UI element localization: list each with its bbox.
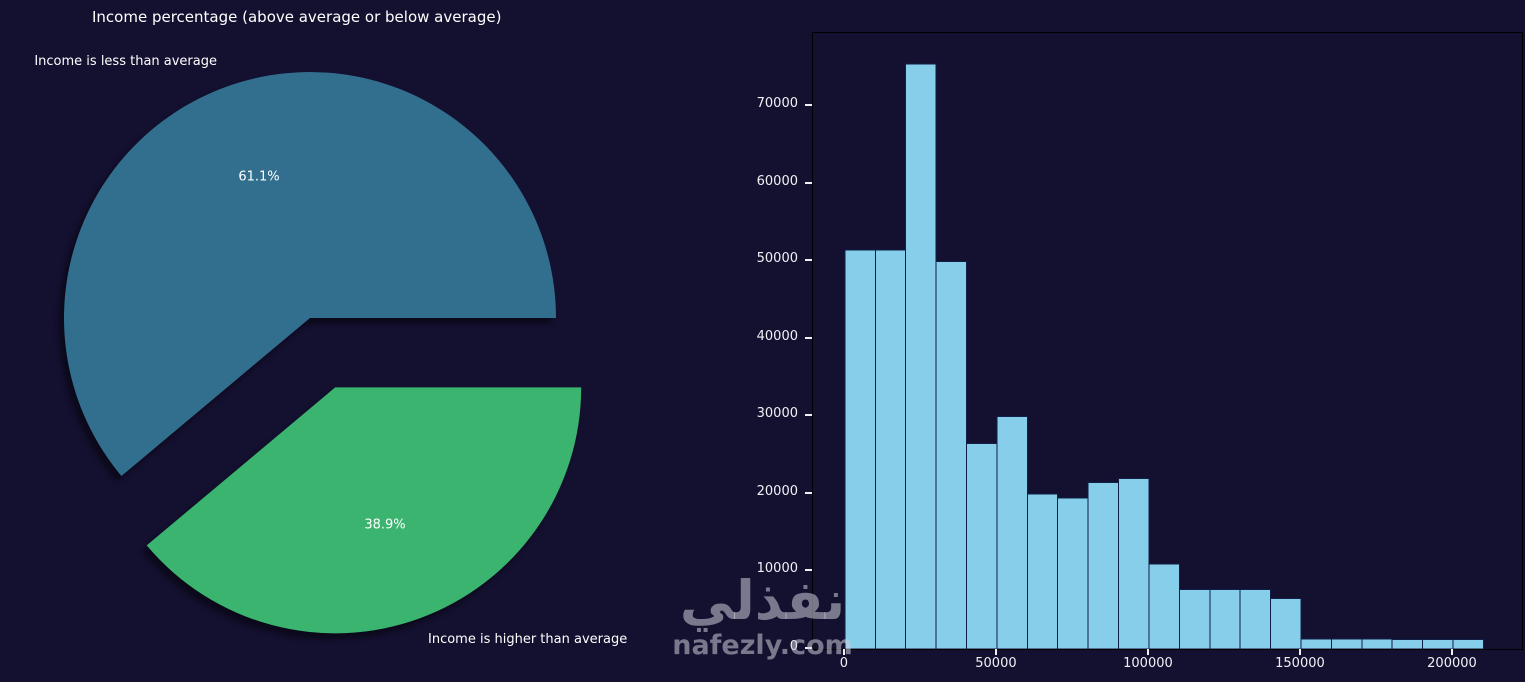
histogram-bar-14	[1270, 598, 1302, 649]
histogram-bar-7	[1057, 497, 1089, 649]
y-tick-mark	[805, 181, 812, 184]
histogram-bar-8	[1087, 481, 1120, 649]
histogram-bar-1	[874, 249, 907, 649]
pie-pct-label-less: 61.1%	[238, 169, 280, 185]
histogram-bar-11	[1178, 588, 1211, 649]
histogram-bar-10	[1148, 563, 1180, 649]
histogram-bars	[844, 63, 1484, 649]
y-tick-label: 70000	[756, 96, 798, 112]
y-tick-mark	[805, 414, 812, 417]
histogram-bar-20	[1452, 639, 1484, 649]
pie-pct-label-higher: 38.9%	[364, 517, 406, 533]
histogram-bar-12	[1209, 588, 1241, 649]
x-tick-label: 0	[839, 656, 849, 671]
pie-slice-label-less: Income is less than average	[34, 54, 217, 69]
histogram-bar-19	[1422, 639, 1454, 649]
y-tick-mark	[805, 647, 812, 649]
y-tick-mark	[805, 259, 812, 262]
histogram-bar-3	[935, 260, 968, 649]
pie-slice-1	[146, 387, 582, 634]
y-tick-label: 50000	[756, 251, 798, 267]
y-tick-label: 60000	[756, 173, 798, 189]
histogram-bar-6	[1026, 493, 1059, 649]
y-tick-mark	[805, 104, 812, 107]
histogram-bar-5	[996, 415, 1028, 649]
histogram-bar-16	[1330, 638, 1363, 649]
y-tick-mark	[805, 336, 812, 339]
histogram-bar-2	[905, 63, 937, 649]
x-tick-label: 150000	[1275, 656, 1325, 671]
pie-chart-title: Income percentage (above average or belo…	[92, 8, 502, 26]
histogram-bar-17	[1361, 638, 1393, 649]
pie-slice-label-higher: Income is higher than average	[428, 632, 628, 647]
histogram-bar-13	[1239, 588, 1272, 649]
y-tick-label: 30000	[756, 406, 798, 422]
x-tick-label: 50000	[975, 656, 1017, 671]
histogram-bar-18	[1391, 639, 1424, 649]
y-tick-label: 20000	[756, 483, 798, 499]
histogram-bar-9	[1118, 477, 1150, 649]
y-tick-mark	[805, 569, 812, 572]
y-tick-label: 40000	[756, 328, 798, 344]
x-tick-label: 100000	[1123, 656, 1173, 671]
x-tick-label: 200000	[1427, 656, 1477, 671]
y-tick-label: 10000	[756, 561, 798, 577]
y-tick-mark	[805, 491, 812, 494]
pie-chart	[63, 72, 582, 634]
histogram-bar-4	[966, 443, 998, 649]
histogram-bar-15	[1300, 638, 1332, 649]
histogram-bar-0	[844, 249, 876, 649]
pie-slice-0	[63, 72, 557, 476]
y-tick-label: 0	[789, 639, 798, 654]
histogram-plot-area	[812, 32, 1523, 650]
